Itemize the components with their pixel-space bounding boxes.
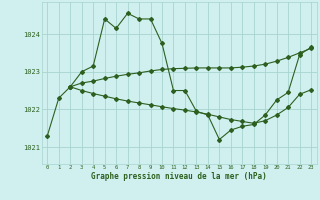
X-axis label: Graphe pression niveau de la mer (hPa): Graphe pression niveau de la mer (hPa) xyxy=(91,172,267,181)
